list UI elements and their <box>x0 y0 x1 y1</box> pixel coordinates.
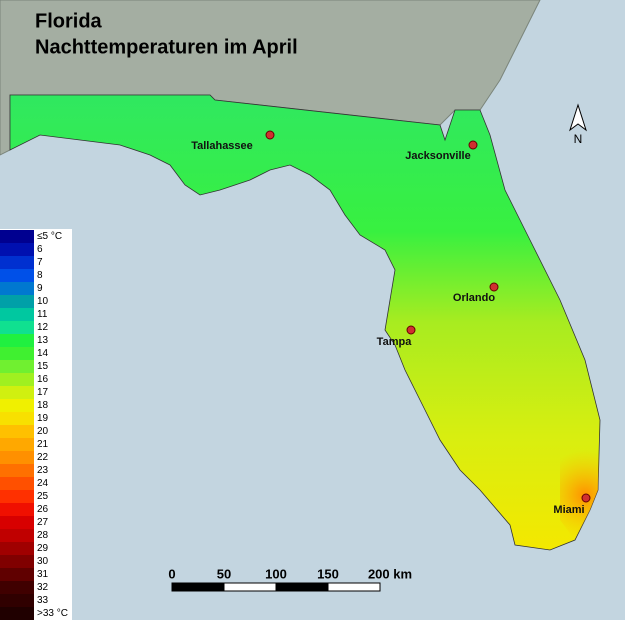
legend-swatch <box>0 594 34 607</box>
legend-label: 21 <box>37 439 49 450</box>
legend-swatch <box>0 308 34 321</box>
legend-swatch <box>0 230 34 243</box>
legend-swatch <box>0 451 34 464</box>
legend-label: 33 <box>37 595 49 606</box>
legend-label: 15 <box>37 361 49 372</box>
scale-label: 100 <box>265 566 287 581</box>
legend-swatch <box>0 256 34 269</box>
scale-label: 50 <box>217 566 231 581</box>
legend-swatch <box>0 373 34 386</box>
legend-label: 27 <box>37 517 49 528</box>
legend-label: 28 <box>37 530 49 541</box>
legend: ≤5 °C 6 7 8 9 10 11 12 13 14 15 16 17 18 19 20 21 22 23 24 2… <box>0 229 72 620</box>
legend-swatch <box>0 529 34 542</box>
legend-label: 29 <box>37 543 49 554</box>
city-dot <box>581 493 591 503</box>
city-dot <box>406 325 416 335</box>
warm-area <box>560 420 600 540</box>
scale-label: 200 km <box>368 566 412 581</box>
city-label: Jacksonville <box>405 150 470 162</box>
legend-label: 7 <box>37 257 43 268</box>
city-dot <box>489 282 499 292</box>
legend-swatch <box>0 269 34 282</box>
scale-label: 150 <box>317 566 339 581</box>
legend-swatch <box>0 607 34 620</box>
florida <box>9 94 601 551</box>
legend-swatch <box>0 490 34 503</box>
north-label: N <box>574 132 583 146</box>
city-label: Orlando <box>453 292 495 304</box>
legend-swatch <box>0 347 34 360</box>
legend-label: 32 <box>37 582 49 593</box>
legend-swatch <box>0 568 34 581</box>
city-label: Tallahassee <box>191 140 253 152</box>
legend-swatch <box>0 412 34 425</box>
legend-label: 19 <box>37 413 49 424</box>
cities: Tallahassee Jacksonville Orlando Tampa Miami <box>191 130 591 516</box>
legend-label: 22 <box>37 452 49 463</box>
legend-swatch <box>0 295 34 308</box>
legend-label: 25 <box>37 491 49 502</box>
legend-label: 17 <box>37 387 49 398</box>
legend-label: 11 <box>37 309 48 320</box>
legend-swatch <box>0 386 34 399</box>
legend-swatch <box>0 581 34 594</box>
scale-label: 0 <box>168 566 175 581</box>
legend-label: 18 <box>37 400 49 411</box>
legend-swatch <box>0 438 34 451</box>
north-arrow <box>569 103 587 132</box>
legend-swatch <box>0 542 34 555</box>
legend-swatch <box>0 399 34 412</box>
legend-label: 10 <box>37 296 49 307</box>
scale-bar: 0 50 100 150 200 km <box>168 566 412 592</box>
city-dot <box>468 140 478 150</box>
legend-swatch <box>0 555 34 568</box>
legend-label: 13 <box>37 335 49 346</box>
legend-swatch <box>0 243 34 256</box>
legend-label: 9 <box>37 283 43 294</box>
legend-swatch <box>0 503 34 516</box>
legend-label: 30 <box>37 556 49 567</box>
legend-label: 12 <box>37 322 49 333</box>
legend-swatch <box>0 334 34 347</box>
legend-swatch <box>0 516 34 529</box>
scale-segment <box>327 582 381 592</box>
legend-swatch <box>0 321 34 334</box>
legend-label: 31 <box>37 569 49 580</box>
scale-segment <box>171 582 225 592</box>
legend-label: 20 <box>37 426 49 437</box>
scale-segment <box>223 582 277 592</box>
legend-label: >33 °C <box>37 608 68 619</box>
city-dot <box>265 130 275 140</box>
legend-label: 14 <box>37 348 49 359</box>
subtitle: Nachttemperaturen im April <box>35 36 298 58</box>
city-label: Tampa <box>377 336 413 348</box>
legend-label: 23 <box>37 465 49 476</box>
legend-label: ≤5 °C <box>37 231 62 242</box>
city-label: Miami <box>553 504 584 516</box>
legend-label: 16 <box>37 374 49 385</box>
scale-segment <box>275 582 329 592</box>
legend-label: 6 <box>37 244 43 255</box>
legend-swatch <box>0 282 34 295</box>
legend-swatch <box>0 360 34 373</box>
title: Florida <box>35 10 103 32</box>
legend-label: 8 <box>37 270 43 281</box>
legend-swatch <box>0 477 34 490</box>
legend-label: 26 <box>37 504 49 515</box>
legend-swatch <box>0 464 34 477</box>
legend-label: 24 <box>37 478 49 489</box>
legend-swatch <box>0 425 34 438</box>
